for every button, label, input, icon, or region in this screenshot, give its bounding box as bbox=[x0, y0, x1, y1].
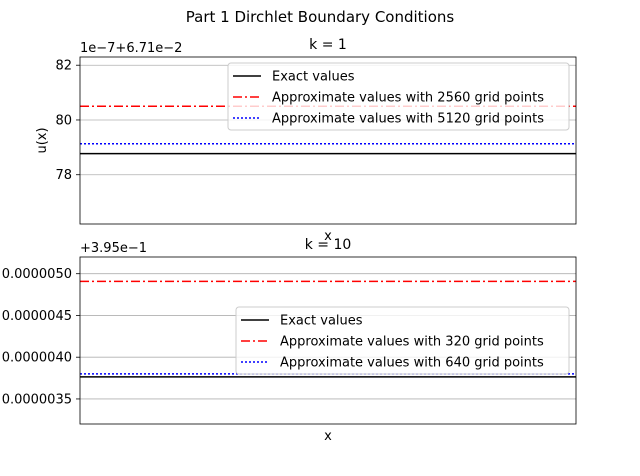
legend-entry: Approximate values with 640 grid points bbox=[280, 356, 544, 371]
subplot-k1: 78 80 82 k = 1 1e−7+6.71e−2 x u(x) Exact values… bbox=[35, 37, 577, 244]
subplot-k10: 0.0000035 0.0000040 0.0000045 0.0000050 k = … bbox=[2, 237, 577, 444]
legend-box bbox=[235, 306, 570, 375]
y-tick-label: 0.0000040 bbox=[2, 351, 72, 366]
legend-entry: Approximate values with 2560 grid points bbox=[272, 91, 544, 106]
axis-offset-label: 1e−7+6.71e−2 bbox=[80, 41, 182, 56]
legend-entry: Exact values bbox=[280, 314, 363, 329]
y-tick-label: 0.0000045 bbox=[2, 309, 72, 324]
y-tick-label: 0.0000050 bbox=[2, 267, 72, 282]
subplot-title: k = 10 bbox=[305, 237, 352, 253]
legend: Exact values Approximate values with 2560… bbox=[227, 62, 570, 131]
y-tick-label: 78 bbox=[55, 168, 72, 183]
figure-suptitle: Part 1 Dirchlet Boundary Conditions bbox=[186, 8, 455, 26]
legend-box bbox=[227, 62, 570, 131]
legend: Exact values Approximate values with 320 … bbox=[235, 306, 570, 375]
axes-frame bbox=[79, 256, 577, 425]
legend-entry: Approximate values with 5120 grid points bbox=[272, 112, 544, 127]
y-axis-label: u(x) bbox=[35, 127, 50, 153]
y-tick-label: 0.0000035 bbox=[2, 392, 72, 407]
x-axis-label: x bbox=[324, 429, 332, 444]
legend-entry: Exact values bbox=[272, 70, 355, 85]
y-tick-label: 80 bbox=[55, 113, 72, 128]
subplot-title: k = 1 bbox=[309, 37, 347, 53]
x-axis-label: x bbox=[324, 229, 332, 244]
legend-entry: Approximate values with 320 grid points bbox=[280, 335, 544, 350]
axes-frame bbox=[79, 56, 577, 225]
axis-offset-label: +3.95e−1 bbox=[80, 241, 147, 256]
y-tick-label: 82 bbox=[55, 59, 72, 74]
